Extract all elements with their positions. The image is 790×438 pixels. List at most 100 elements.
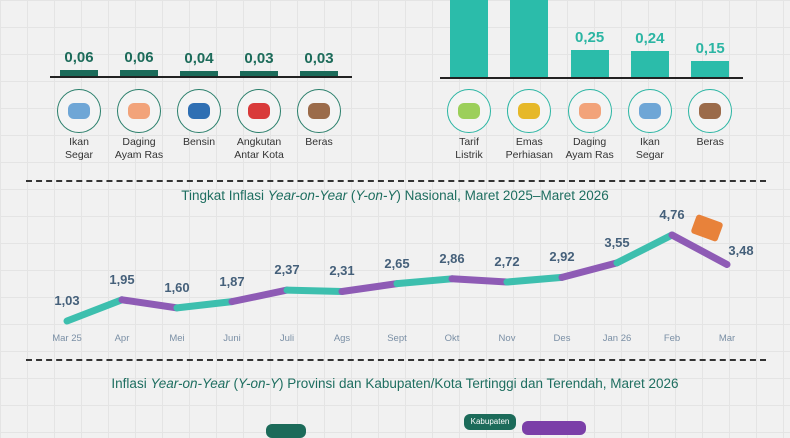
icon-circle: [177, 89, 221, 133]
bus-icon: [248, 103, 270, 119]
bar: [630, 51, 669, 77]
line-segment: [118, 296, 181, 312]
title-part: (: [229, 376, 239, 391]
bottom-title: Inflasi Year-on-Year (Y-on-Y) Provinsi d…: [0, 376, 790, 391]
icon-circle: [447, 89, 491, 133]
bar: [691, 60, 730, 77]
line-segment: [668, 231, 731, 269]
bar-value-label: 0,25: [574, 29, 605, 46]
title-part: ) Provinsi dan Kabupaten/Kota Tertinggi …: [279, 376, 679, 391]
point-label: 2,86: [439, 250, 465, 266]
icon-circle: [117, 89, 161, 133]
point-label: 1,95: [109, 271, 135, 287]
category-label: Ikan Segar: [64, 136, 94, 161]
line-segment: [558, 259, 621, 281]
kabupaten-lowest-pill: [522, 421, 586, 435]
divider: [26, 359, 766, 361]
line-segment: [283, 286, 346, 295]
point-label: 3,55: [604, 234, 630, 250]
x-tick-label: Juli: [279, 333, 295, 344]
x-tick-label: Mar 25: [52, 333, 82, 344]
point-label: 2,37: [274, 262, 300, 278]
title-part: (: [347, 188, 356, 203]
line-segment: [63, 296, 126, 325]
x-tick-label: Okt: [444, 333, 460, 344]
bar-value-label: 0,24: [635, 30, 665, 48]
bar: [120, 70, 158, 76]
category-label: Daging Ayam Ras: [565, 136, 614, 161]
line-chart-title: Tingkat Inflasi Year-on-Year (Y-on-Y) Na…: [0, 188, 790, 203]
x-tick-label: Apr: [114, 333, 130, 344]
point-label: 3,48: [728, 242, 754, 258]
category-label: Bensin: [182, 136, 216, 148]
title-part: Year-on-Year: [150, 376, 230, 391]
line-segment: [338, 280, 401, 295]
icon-circle: [627, 89, 672, 133]
category-label: Beras: [696, 136, 724, 148]
right-axis: [440, 77, 743, 79]
icon-circle: [507, 89, 552, 133]
point-label: 1,03: [54, 293, 80, 308]
bar-value-label: 0,15: [695, 39, 725, 57]
x-tick-label: Feb: [663, 333, 681, 344]
gold-jewelry-icon: [518, 103, 541, 119]
line-segment: [173, 298, 236, 312]
fish-icon: [68, 103, 90, 119]
category-label: Daging Ayam Ras: [114, 136, 164, 161]
line-segment: [448, 275, 511, 286]
kabupaten-highest-pill: Kabupaten: [464, 414, 516, 430]
line-segment: [228, 286, 291, 306]
title-part: Y-on-Y: [238, 376, 280, 391]
icon-circle: [237, 89, 281, 133]
title-part: Year-on-Year: [267, 188, 348, 203]
point-label: 2,72: [494, 254, 520, 270]
line-segment: [503, 273, 566, 286]
divider: [26, 180, 766, 182]
province-pill: [266, 424, 306, 438]
category-label: Beras: [305, 136, 333, 148]
icon-circle: [57, 89, 101, 133]
x-tick-label: Ags: [333, 333, 351, 344]
title-part: Y-on-Y: [355, 188, 397, 203]
point-label: 2,65: [384, 255, 410, 271]
chicken-icon: [578, 103, 601, 119]
icon-circle: [688, 89, 733, 133]
bar-value-label: 0,04: [184, 50, 214, 67]
point-label: 1,87: [219, 273, 245, 289]
fish-icon: [638, 103, 661, 119]
x-tick-label: Des: [553, 333, 571, 344]
icon-circle: [297, 89, 341, 133]
title-part: Inflasi: [111, 376, 151, 391]
chicken-icon: [128, 103, 150, 119]
x-tick-label: Nov: [498, 333, 516, 344]
bar-value-label: 0,06: [64, 49, 94, 66]
bar: [450, 0, 488, 77]
bar: [240, 71, 278, 76]
point-label: 1,60: [164, 279, 190, 295]
x-tick-label: Sept: [387, 333, 407, 344]
fuel-pump-icon: [188, 103, 210, 119]
x-tick-label: Mar: [718, 333, 736, 344]
bar: [300, 71, 338, 76]
line-segment: [613, 231, 676, 267]
bar: [180, 71, 218, 76]
bar-value-label: 0,03: [304, 50, 334, 67]
point-label: 4,76: [659, 206, 685, 222]
bar: [570, 50, 609, 77]
category-label: Angkutan Antar Kota: [234, 136, 284, 161]
rice-sack-icon: [308, 103, 330, 119]
title-part: ) Nasional, Maret 2025–Maret 2026: [396, 188, 609, 203]
rice-sack-icon: [699, 103, 722, 119]
category-label: Emas Perhiasan: [505, 136, 553, 161]
category-label: Ikan Segar: [635, 136, 664, 161]
point-label: 2,31: [329, 263, 355, 279]
icon-circle: [567, 89, 612, 133]
bar: [60, 70, 98, 76]
bar-value-label: 0,06: [124, 49, 154, 66]
category-label: Tarif Listrik: [455, 136, 483, 161]
point-label: 2,92: [549, 249, 575, 265]
x-tick-label: Mei: [169, 333, 185, 344]
line-segment: [393, 275, 456, 288]
electricity-bill-icon: [458, 103, 480, 119]
